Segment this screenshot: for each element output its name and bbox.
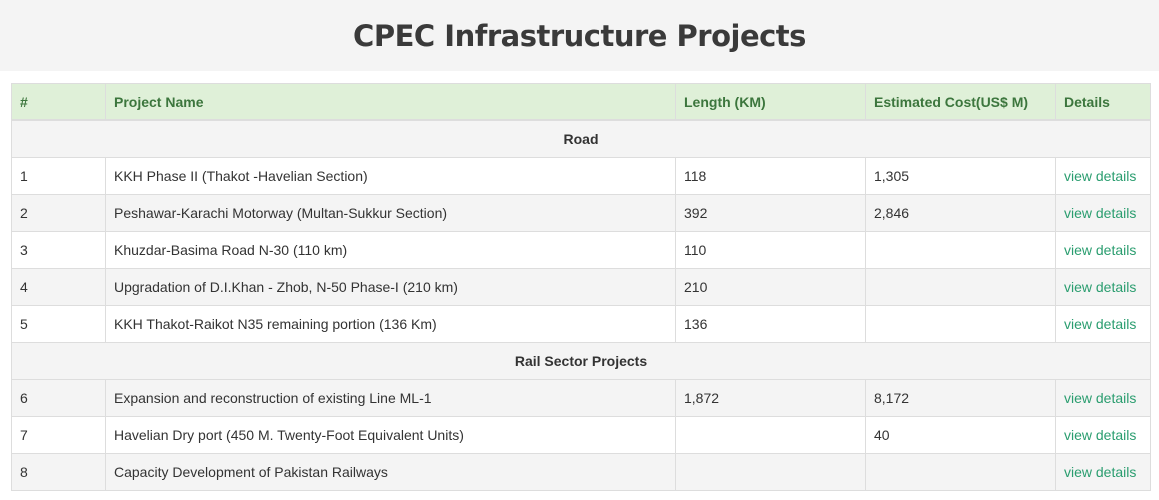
table-row: 5 KKH Thakot-Raikot N35 remaining portio… [11, 305, 1151, 343]
cell-number: 2 [11, 194, 106, 232]
cell-number: 5 [11, 305, 106, 343]
cell-number: 8 [11, 453, 106, 491]
view-details-link[interactable]: view details [1064, 168, 1137, 184]
cell-details: view details [1055, 416, 1151, 454]
column-header-estimated-cost: Estimated Cost(US$ M) [865, 83, 1056, 121]
column-header-length: Length (KM) [675, 83, 866, 121]
view-details-link[interactable]: view details [1064, 316, 1137, 332]
cell-number: 6 [11, 379, 106, 417]
view-details-link[interactable]: view details [1064, 242, 1137, 258]
section-title: Rail Sector Projects [11, 342, 1151, 380]
cell-number: 4 [11, 268, 106, 306]
column-header-number: # [11, 83, 106, 121]
table-row: 8 Capacity Development of Pakistan Railw… [11, 453, 1151, 491]
table-container: # Project Name Length (KM) Estimated Cos… [0, 71, 1159, 491]
column-header-project-name: Project Name [105, 83, 676, 121]
cell-number: 1 [11, 157, 106, 195]
cell-length [675, 416, 866, 454]
view-details-link[interactable]: view details [1064, 390, 1137, 406]
section-row-rail: Rail Sector Projects [11, 342, 1151, 380]
table-row: 6 Expansion and reconstruction of existi… [11, 379, 1151, 417]
cell-length: 118 [675, 157, 866, 195]
section-row-road: Road [11, 119, 1151, 158]
cell-project-name: Upgradation of D.I.Khan - Zhob, N-50 Pha… [105, 268, 676, 306]
cell-number: 7 [11, 416, 106, 454]
cell-details: view details [1055, 157, 1151, 195]
cell-length: 136 [675, 305, 866, 343]
view-details-link[interactable]: view details [1064, 464, 1137, 480]
projects-table: # Project Name Length (KM) Estimated Cos… [11, 83, 1151, 491]
table-row: 3 Khuzdar-Basima Road N-30 (110 km) 110 … [11, 231, 1151, 269]
cell-length: 110 [675, 231, 866, 269]
cell-length [675, 453, 866, 491]
table-header-row: # Project Name Length (KM) Estimated Cos… [11, 83, 1151, 121]
cell-cost [865, 268, 1056, 306]
table-row: 7 Havelian Dry port (450 M. Twenty-Foot … [11, 416, 1151, 454]
cell-length: 210 [675, 268, 866, 306]
view-details-link[interactable]: view details [1064, 279, 1137, 295]
cell-length: 392 [675, 194, 866, 232]
cell-cost: 8,172 [865, 379, 1056, 417]
cell-project-name: Peshawar-Karachi Motorway (Multan-Sukkur… [105, 194, 676, 232]
section-title: Road [11, 119, 1151, 158]
cell-length: 1,872 [675, 379, 866, 417]
cell-cost [865, 231, 1056, 269]
table-row: 2 Peshawar-Karachi Motorway (Multan-Sukk… [11, 194, 1151, 232]
cell-cost: 2,846 [865, 194, 1056, 232]
table-row: 1 KKH Phase II (Thakot -Havelian Section… [11, 157, 1151, 195]
page-header: CPEC Infrastructure Projects [0, 0, 1159, 71]
view-details-link[interactable]: view details [1064, 205, 1137, 221]
cell-details: view details [1055, 453, 1151, 491]
cell-cost: 1,305 [865, 157, 1056, 195]
cell-cost: 40 [865, 416, 1056, 454]
cell-cost [865, 453, 1056, 491]
cell-project-name: KKH Thakot-Raikot N35 remaining portion … [105, 305, 676, 343]
cell-details: view details [1055, 268, 1151, 306]
cell-project-name: Havelian Dry port (450 M. Twenty-Foot Eq… [105, 416, 676, 454]
cell-details: view details [1055, 379, 1151, 417]
cell-number: 3 [11, 231, 106, 269]
cell-project-name: Capacity Development of Pakistan Railway… [105, 453, 676, 491]
cell-details: view details [1055, 194, 1151, 232]
column-header-details: Details [1055, 83, 1151, 121]
view-details-link[interactable]: view details [1064, 427, 1137, 443]
cell-details: view details [1055, 231, 1151, 269]
cell-project-name: Expansion and reconstruction of existing… [105, 379, 676, 417]
page-title: CPEC Infrastructure Projects [353, 18, 806, 53]
cell-project-name: Khuzdar-Basima Road N-30 (110 km) [105, 231, 676, 269]
cell-cost [865, 305, 1056, 343]
cell-project-name: KKH Phase II (Thakot -Havelian Section) [105, 157, 676, 195]
table-row: 4 Upgradation of D.I.Khan - Zhob, N-50 P… [11, 268, 1151, 306]
cell-details: view details [1055, 305, 1151, 343]
